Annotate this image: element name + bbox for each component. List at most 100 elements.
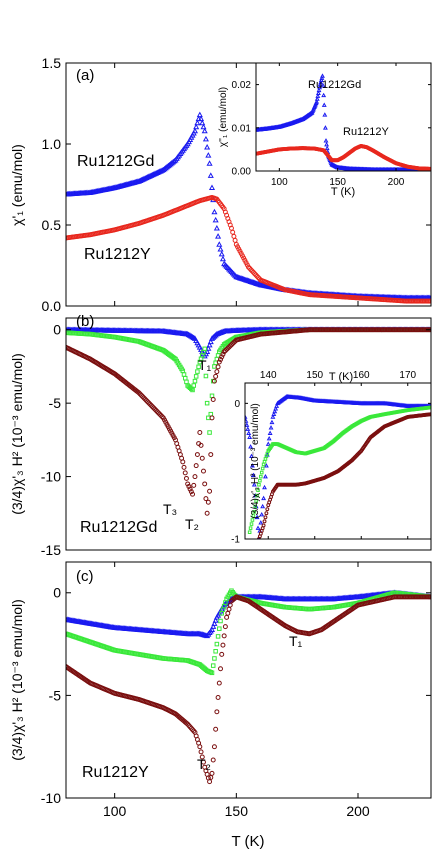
panel-b-series-1-point (185, 331, 192, 338)
panel-b-y-tick-label: 0 (53, 322, 61, 338)
panel-b-series-1-point (205, 345, 212, 351)
panel-b-series-3-point (180, 459, 186, 465)
panel-b-series-1-point (190, 334, 197, 341)
panel-b-series-3-point (207, 488, 213, 494)
panel-a-series-2-point (246, 264, 251, 270)
panel-b-series-2-point (172, 355, 177, 361)
panel-b-series-3-point (190, 491, 196, 497)
panel-b-inset-series-2-point (259, 474, 263, 479)
panel-c-frame (65, 561, 432, 799)
panel-a-series-2-point (255, 275, 261, 280)
panel-b-inset-series-1-point (263, 463, 269, 468)
panel-b-inset-background (245, 383, 431, 539)
panel-b-inset-series-1 (245, 393, 431, 539)
panel-a-inset-series-1-point (321, 102, 327, 107)
panel-a-inset-series-1-point (324, 145, 330, 151)
panel-a-series-1-point (193, 123, 200, 130)
panel-b-series-3-point (202, 481, 208, 487)
panel-b-series-3-point (157, 411, 163, 417)
panel-b-series-3-point (216, 359, 222, 365)
panel-a-inset-x-axis-label: T (K) (331, 186, 355, 198)
panel-a-y-tick-label: 1.5 (42, 55, 62, 71)
panel-b-series-3 (66, 327, 431, 516)
panel-b-series-3-point (153, 407, 159, 413)
panel-a-series-2-point (231, 233, 237, 239)
panel-c-series-2-point (210, 663, 216, 668)
panel-b-series-3-point (183, 475, 189, 481)
panel-b-inset-series-1-point (268, 425, 274, 430)
panel-a-inset-frame (255, 62, 432, 172)
panel-a: 0.0 0.5 1.0 1.5 (a) Ru1212Gd Ru1212Y χ'₁ (e… (9, 55, 432, 314)
panel-b-y-ticks: 0-5-10-15 (41, 322, 431, 558)
panel-a-inset-series-1-point (314, 96, 320, 101)
panel-b-inset-y-axis-label: (3/4)χ'₃ H² (10⁻³ emu/mol) (250, 403, 261, 518)
panel-b-inset-series-1-point (260, 503, 266, 509)
panel-b-inset-series-3-point (263, 515, 268, 520)
panel-c-series-3-point (221, 633, 227, 639)
panel-b-series-2-point (203, 373, 209, 379)
panel-c-series-2-point (208, 670, 214, 675)
panel-c-y-tick-label: -5 (49, 687, 62, 703)
panel-b-series-3-point (142, 396, 148, 402)
panel-b-series-3-point (181, 464, 187, 470)
panel-b-series-1-point (189, 333, 196, 340)
panel-a-inset-y-ticks: 0.00 0.01 0.02 (232, 80, 431, 178)
panel-b-inset: 140 150 160 170 0 -1 T (K) (3/4)χ'₃ H² (10⁻³… (231, 370, 432, 546)
panel-b-inset-y-tick-label: -1 (231, 535, 240, 546)
panel-b-series-2-point (202, 346, 207, 352)
panel-c-plot-area (66, 588, 431, 785)
panel-c-series-3-point (220, 642, 226, 648)
panel-a-series-2-point (230, 229, 236, 235)
panel-a-series-1-point (216, 241, 223, 247)
panel-b-inset-series-1-point (261, 495, 267, 501)
panel-a-inset-annotation-gd: Ru1212Gd (308, 79, 361, 91)
panel-b-series-3-point (182, 470, 188, 476)
panel-b-inset-x-ticks: 140 150 160 170 (260, 370, 417, 539)
panel-b-series-3-point (219, 354, 225, 360)
panel-b-series-2-point (192, 378, 198, 384)
panel-b-inset-y-tick-label: 0 (234, 399, 240, 410)
panel-b-inset-series-2-point (250, 518, 255, 522)
panel-a-inset-series-1-point (317, 81, 323, 87)
panel-b-inset-series-1-point (255, 525, 261, 530)
panel-b-series-3-point (145, 399, 150, 405)
panel-c-x-ticks: 100 150 200 (103, 562, 370, 819)
panel-b-inset-series-1-point (274, 403, 280, 408)
panel-a-inset-y-tick-label: 0.00 (232, 167, 252, 178)
panel-b-series-2-point (196, 364, 201, 370)
panel-c-series-3-point (219, 651, 225, 657)
panel-a-inset-plot-area (256, 73, 431, 171)
panel-b-series-3-point (218, 357, 223, 362)
panel-a-series-1-point (215, 233, 222, 239)
panel-a-series-2-point (248, 267, 254, 273)
panel-b-inset-series-1-point (267, 430, 273, 435)
panel-c-annotation-sample: Ru1212Y (82, 764, 149, 781)
panel-a-inset-series-1-point (315, 93, 321, 98)
panel-b-inset-series-2-point (247, 530, 252, 534)
panel-b-series-3-point (201, 468, 206, 474)
panel-a-inset-series-1-point (318, 79, 324, 85)
panel-c-series-2-point (214, 641, 220, 647)
panel-c-series-2-point (213, 649, 218, 654)
panel-a-inset-x-tick-label: 150 (329, 177, 346, 188)
panel-b-inset-series-2-point (251, 514, 256, 518)
panel-b-inset-series-2-point (257, 482, 261, 487)
panel-c-series-3-point (213, 726, 219, 732)
panel-a-y-ticks: 0.0 0.5 1.0 1.5 (42, 55, 431, 314)
panel-c-series-3-point (224, 614, 230, 620)
panel-b-y-tick-label: -10 (41, 468, 61, 484)
panel-a-annotation-gd: Ru1212Gd (77, 153, 154, 170)
panel-c-y-ticks: 0 -5 -10 (41, 585, 431, 806)
panel-b-series-3-point (188, 489, 194, 495)
panel-b-inset-series-1-point (265, 441, 271, 446)
panel-a-series-1-point (213, 225, 220, 231)
panel-a-series-1-point (171, 157, 178, 164)
panel-a-inset-y-axis-label: χ''₁ (emu/mol) (218, 87, 229, 147)
panel-b-inset-series-1-point (248, 444, 254, 449)
panel-a-series-1-point (211, 208, 218, 215)
panel-b-series-3-point (209, 415, 215, 421)
panel-c-x-tick-label: 100 (103, 803, 127, 819)
panel-b-inset-series-1-point (245, 426, 251, 431)
panel-a-series-2-point (253, 272, 259, 278)
panel-b-series-3-point (214, 369, 220, 375)
